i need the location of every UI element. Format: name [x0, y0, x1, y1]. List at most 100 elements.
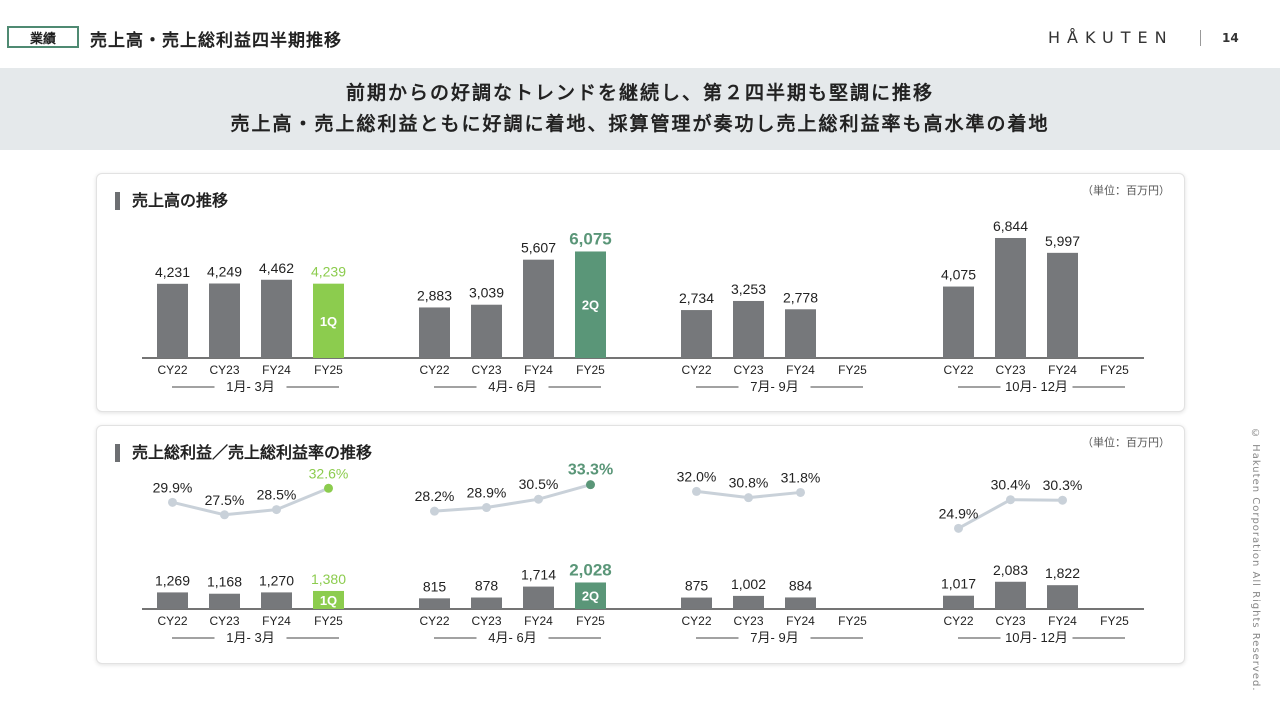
rate-point	[482, 503, 491, 513]
page-title: 売上高・売上総利益四半期推移	[90, 31, 342, 51]
rate-line-segment	[748, 490, 801, 500]
rate-point	[534, 494, 543, 504]
rate-label: 30.3%	[1043, 477, 1083, 493]
bar	[681, 310, 712, 358]
bar	[575, 582, 606, 609]
bar-value-label: 1,714	[521, 567, 556, 583]
x-tick-label: CY22	[943, 614, 973, 628]
bar-value-label: 1,017	[941, 576, 976, 592]
bar-value-label: 1,168	[207, 574, 242, 590]
bar-value-label: 5,607	[521, 240, 556, 256]
bar	[313, 590, 344, 609]
bar	[733, 595, 764, 609]
bar-value-label: 2,778	[783, 289, 818, 305]
section-tag: 業績	[7, 26, 79, 48]
rate-label: 30.4%	[991, 477, 1031, 493]
rate-line-segment	[957, 498, 1012, 530]
rate-point	[1006, 495, 1015, 505]
rate-point	[430, 506, 439, 516]
rate-point	[1058, 495, 1067, 505]
quarter-badge: 1Q	[320, 593, 337, 608]
rate-point	[796, 487, 805, 497]
x-tick-label: CY22	[681, 363, 711, 377]
rate-point	[744, 493, 753, 503]
headline-banner: 前期からの好調なトレンドを継続し、第２四半期も堅調に推移 売上高・売上総利益とも…	[0, 68, 1280, 150]
rate-label: 24.9%	[939, 505, 979, 521]
quarter-badge: 1Q	[320, 314, 337, 329]
x-tick-label: CY23	[209, 363, 239, 377]
x-tick-label: CY22	[419, 363, 449, 377]
bar	[995, 237, 1026, 358]
bar	[523, 259, 554, 358]
bar	[261, 279, 292, 358]
rate-label: 28.9%	[467, 485, 507, 501]
bar	[995, 581, 1026, 609]
group-label: 10月- 12月	[1005, 379, 1068, 394]
bar	[261, 592, 292, 609]
rate-label: 29.9%	[153, 479, 193, 495]
bar-value-label: 6,844	[993, 218, 1028, 234]
x-tick-label: FY25	[1100, 363, 1129, 377]
bar-value-label: 1,380	[311, 571, 346, 587]
x-tick-label: FY24	[1048, 614, 1077, 628]
bar-value-label: 815	[423, 578, 447, 594]
x-tick-label: FY24	[262, 363, 291, 377]
rate-point	[324, 483, 333, 493]
x-tick-label: FY24	[262, 614, 291, 628]
page-number: 14	[1222, 31, 1239, 45]
x-tick-label: FY25	[1100, 614, 1129, 628]
x-tick-label: FY25	[576, 363, 605, 377]
quarter-badge: 2Q	[582, 298, 599, 313]
rate-label: 30.5%	[519, 476, 559, 492]
bar-value-label: 4,231	[155, 264, 190, 280]
rate-label: 32.0%	[677, 468, 717, 484]
x-tick-label: FY24	[1048, 363, 1077, 377]
rate-line-segment	[275, 486, 330, 511]
bar	[419, 598, 450, 609]
bar	[575, 251, 606, 358]
x-tick-label: FY25	[314, 363, 343, 377]
x-tick-label: FY24	[786, 614, 815, 628]
x-tick-label: FY25	[838, 614, 867, 628]
bar	[681, 597, 712, 609]
bar-value-label: 1,270	[259, 572, 294, 588]
rate-point	[220, 510, 229, 520]
bar-value-label: 2,028	[569, 560, 612, 579]
bar-value-label: 2,883	[417, 287, 452, 303]
x-tick-label: CY22	[681, 614, 711, 628]
group-label: 10月- 12月	[1005, 630, 1068, 645]
group-label: 4月- 6月	[488, 379, 536, 394]
x-tick-label: FY25	[576, 614, 605, 628]
bar	[1047, 585, 1078, 609]
group-label: 1月- 3月	[226, 379, 274, 394]
bar	[471, 304, 502, 358]
company-logo: HÅKUTEN	[1048, 28, 1174, 47]
copyright-notice: © Hakuten Corporation All Rights Reserve…	[1250, 428, 1261, 692]
x-tick-label: CY23	[995, 363, 1025, 377]
x-tick-label: CY23	[209, 614, 239, 628]
rate-line-segment	[1010, 498, 1063, 502]
rate-label: 28.5%	[257, 487, 297, 503]
rate-point	[586, 480, 595, 490]
x-tick-label: CY23	[471, 363, 501, 377]
rate-label: 28.2%	[415, 488, 455, 504]
bar	[209, 593, 240, 609]
x-tick-label: CY23	[471, 614, 501, 628]
bar	[1047, 252, 1078, 358]
bar-value-label: 5,997	[1045, 233, 1080, 249]
bar-value-label: 1,002	[731, 576, 766, 592]
x-tick-label: CY23	[733, 363, 763, 377]
group-label: 7月- 9月	[750, 379, 798, 394]
bar-value-label: 4,239	[311, 264, 346, 280]
bar	[785, 309, 816, 358]
header-divider	[1200, 30, 1201, 46]
rate-point	[272, 505, 281, 515]
bar-value-label: 1,269	[155, 572, 190, 588]
x-tick-label: CY23	[733, 614, 763, 628]
x-tick-label: FY25	[314, 614, 343, 628]
headline-line-2: 売上高・売上総利益ともに好調に着地、採算管理が奏功し売上総利益率も高水準の着地	[230, 113, 1050, 135]
group-label: 1月- 3月	[226, 630, 274, 645]
rate-line-segment	[486, 497, 539, 510]
bar	[209, 283, 240, 358]
bar-value-label: 2,083	[993, 562, 1028, 578]
